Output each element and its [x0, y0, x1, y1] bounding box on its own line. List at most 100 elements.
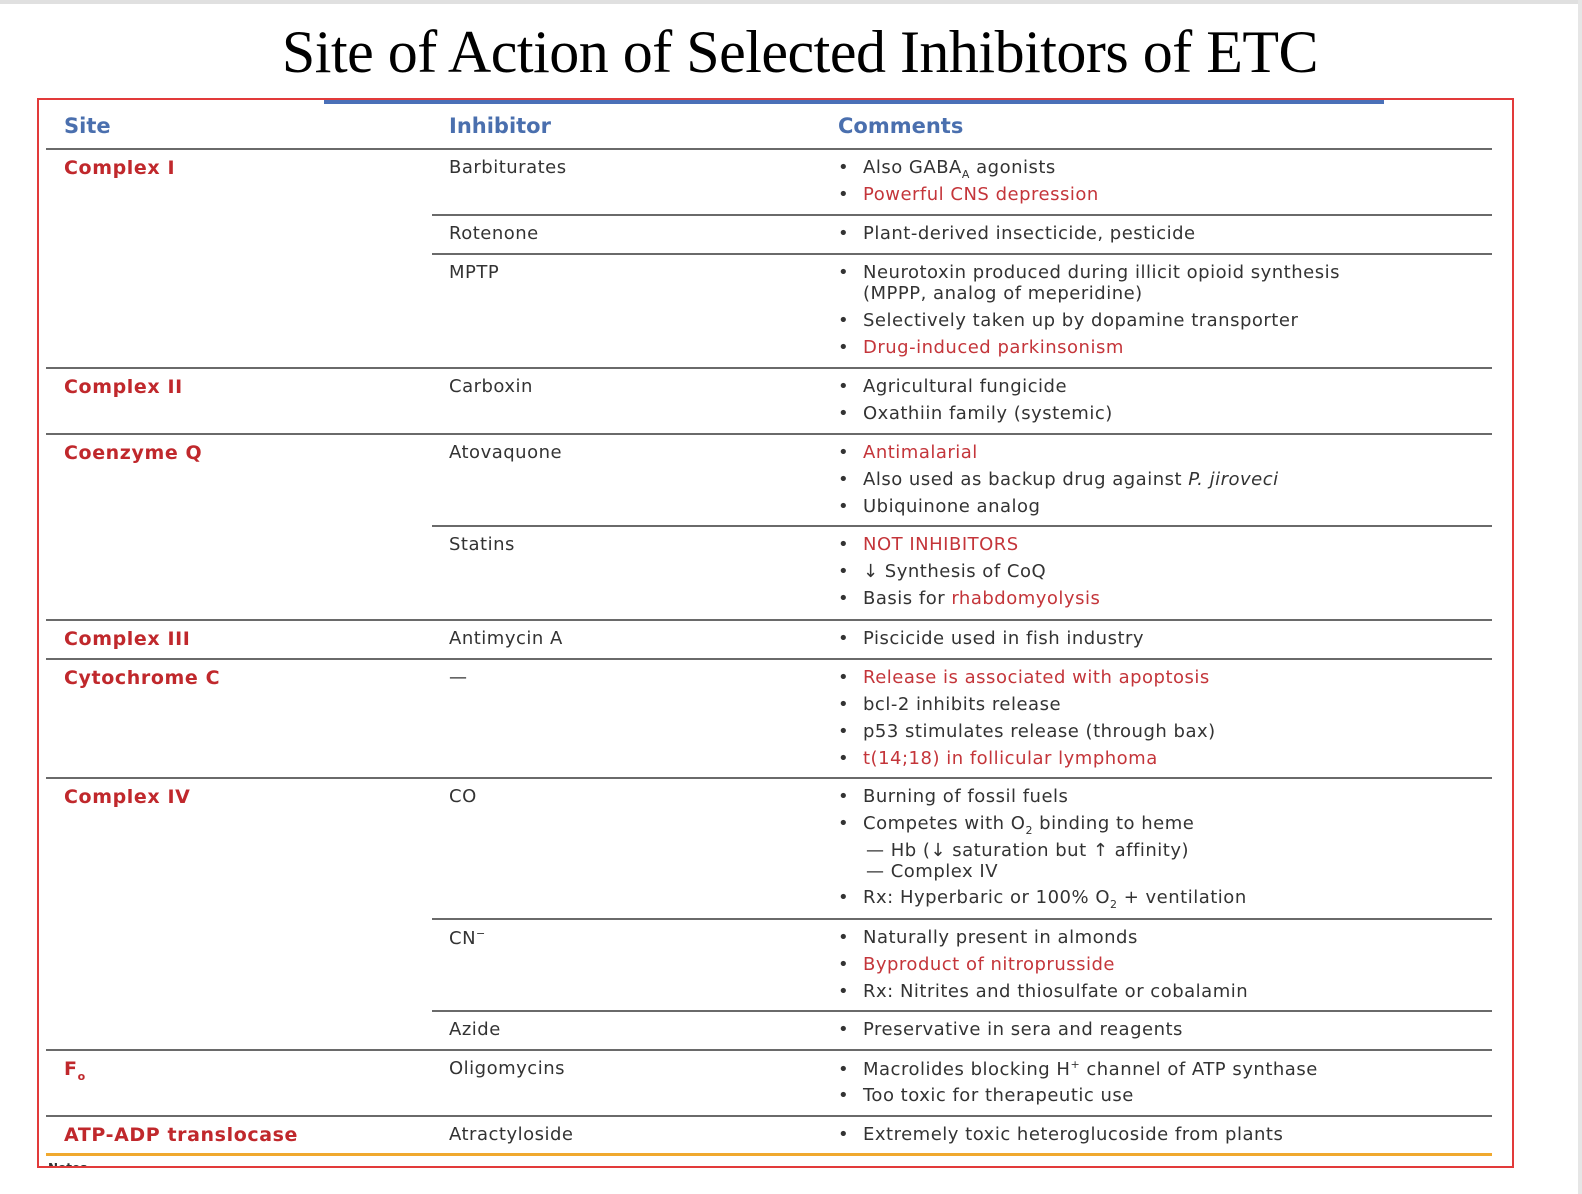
comment-co-2b: — Complex IV [866, 861, 999, 882]
bullet-icon: • [838, 469, 850, 490]
site-complex-i: Complex I [64, 157, 176, 179]
inhibitor-co: CO [449, 786, 477, 807]
comment-text-highlight: NOT INHIBITORS [863, 534, 1019, 555]
comment-text: Also GABA [863, 157, 962, 178]
comment-text-highlight: rhabdomyolysis [951, 588, 1101, 609]
site-complex-iv: Complex IV [64, 786, 191, 808]
header-comments: Comments [838, 114, 964, 138]
header-inhibitor: Inhibitor [449, 114, 551, 138]
comment-text: Piscicide used in fish industry [863, 628, 1145, 649]
comment-text: Selectively taken up by dopamine transpo… [863, 310, 1299, 331]
comment-text-italic: P. jiroveci [1188, 469, 1279, 490]
comment-oligomycins-1: • Macrolides blocking H+ channel of ATP s… [838, 1058, 1318, 1080]
inhibitor-carboxin: Carboxin [449, 376, 533, 397]
inhibitor-none-dash: — [449, 667, 468, 688]
comment-text: Ubiquinone analog [863, 496, 1041, 517]
comment-carboxin-1: • Agricultural fungicide [838, 376, 1067, 397]
comment-cn-2: • Byproduct of nitroprusside [838, 954, 1115, 975]
row-divider [46, 1049, 1492, 1051]
bullet-icon: • [838, 628, 850, 649]
inhibitor-oligomycins: Oligomycins [449, 1058, 565, 1079]
inhibitor-mptp: MPTP [449, 262, 500, 283]
comment-superscript: + [1070, 1058, 1081, 1071]
bullet-icon: • [838, 496, 850, 517]
row-divider [46, 658, 1492, 660]
inhibitor-atractyloside: Atractyloside [449, 1124, 574, 1145]
header-top-rule [324, 100, 1384, 104]
comment-mptp-3: • Drug-induced parkinsonism [838, 337, 1124, 358]
row-divider [432, 253, 1492, 255]
bullet-icon: • [838, 813, 850, 834]
row-divider [46, 367, 1492, 369]
comment-atovaquone-3: • Ubiquinone analog [838, 496, 1040, 517]
row-divider [432, 525, 1492, 527]
comment-text: Rx: Nitrites and thiosulfate or cobalami… [863, 981, 1249, 1002]
table-frame [37, 98, 1514, 1168]
bullet-icon: • [838, 927, 850, 948]
row-divider [432, 1010, 1492, 1012]
comment-text: bcl-2 inhibits release [863, 694, 1062, 715]
comment-text: binding to heme [1032, 813, 1195, 834]
site-complex-iii: Complex III [64, 628, 191, 650]
comment-text: Too toxic for therapeutic use [863, 1085, 1134, 1106]
row-divider [46, 148, 1492, 150]
comment-text: Preservative in sera and reagents [863, 1019, 1183, 1040]
bullet-icon: • [838, 157, 850, 178]
bullet-icon: • [838, 748, 850, 769]
comment-subscript: 2 [1110, 898, 1118, 911]
site-f-o-label: F [64, 1058, 78, 1080]
comment-atovaquone-2: • Also used as backup drug against P. jir… [838, 469, 1279, 490]
row-divider [46, 433, 1492, 435]
comment-cytochrome-3: • p53 stimulates release (through bax) [838, 721, 1216, 742]
comment-text-highlight: Drug-induced parkinsonism [863, 337, 1124, 358]
bullet-icon: • [838, 262, 850, 283]
bullet-icon: • [838, 588, 850, 609]
row-divider [46, 1115, 1492, 1117]
comment-statins-3: • Basis for rhabdomyolysis [838, 588, 1100, 609]
comment-text: Basis for [863, 588, 952, 609]
inhibitor-barbiturates: Barbiturates [449, 157, 567, 178]
comment-rotenone-1: • Plant-derived insecticide, pesticide [838, 223, 1196, 244]
comment-mptp-1b: (MPPP, analog of meperidine) [863, 283, 1143, 304]
comment-co-2a: — Hb (↓ saturation but ↑ affinity) [866, 840, 1189, 861]
comment-cytochrome-1: • Release is associated with apoptosis [838, 667, 1210, 688]
comment-text: Burning of fossil fuels [863, 786, 1069, 807]
comment-oligomycins-2: • Too toxic for therapeutic use [838, 1085, 1134, 1106]
comment-text: + ventilation [1117, 887, 1247, 908]
comment-text-highlight: t(14;18) in follicular lymphoma [863, 748, 1158, 769]
comment-text: ↓ Synthesis of CoQ [863, 561, 1047, 582]
bullet-icon: • [838, 667, 850, 688]
comment-cn-3: • Rx: Nitrites and thiosulfate or cobalam… [838, 981, 1248, 1002]
comment-text: Agricultural fungicide [863, 376, 1068, 397]
bullet-icon: • [838, 981, 850, 1002]
bullet-icon: • [838, 1124, 850, 1145]
comment-text-highlight: Byproduct of nitroprusside [863, 954, 1116, 975]
comment-text: Oxathiin family (systemic) [863, 403, 1113, 424]
slide-title: Site of Action of Selected Inhibitors of… [281, 19, 1319, 85]
comment-text: Also used as backup drug against [863, 469, 1189, 490]
comment-co-1: • Burning of fossil fuels [838, 786, 1068, 807]
comment-text: Plant-derived insecticide, pesticide [863, 223, 1196, 244]
comment-co-2: • Competes with O2 binding to heme [838, 813, 1194, 837]
site-complex-ii: Complex II [64, 376, 183, 398]
row-divider [46, 777, 1492, 779]
bullet-icon: • [838, 376, 850, 397]
bullet-icon: • [838, 721, 850, 742]
bullet-icon: • [838, 887, 850, 908]
bullet-icon: • [838, 184, 850, 205]
site-cytochrome-c: Cytochrome C [64, 667, 221, 689]
comment-text-highlight: Release is associated with apoptosis [863, 667, 1210, 688]
site-atp-adp-translocase: ATP-ADP translocase [64, 1124, 299, 1146]
bullet-icon: • [838, 694, 850, 715]
header-site: Site [64, 114, 111, 138]
comment-cytochrome-2: • bcl-2 inhibits release [838, 694, 1061, 715]
site-f-o: Fo [64, 1058, 86, 1083]
inhibitor-atovaquone: Atovaquone [449, 442, 563, 463]
comment-atovaquone-1: • Antimalarial [838, 442, 978, 463]
bullet-icon: • [838, 310, 850, 331]
comment-text: agonists [969, 157, 1056, 178]
comment-co-3: • Rx: Hyperbaric or 100% O2 + ventilation [838, 887, 1247, 911]
inhibitor-cn: CN− [449, 927, 486, 949]
comment-text: Naturally present in almonds [863, 927, 1138, 948]
notes-label: Notes [48, 1158, 128, 1166]
